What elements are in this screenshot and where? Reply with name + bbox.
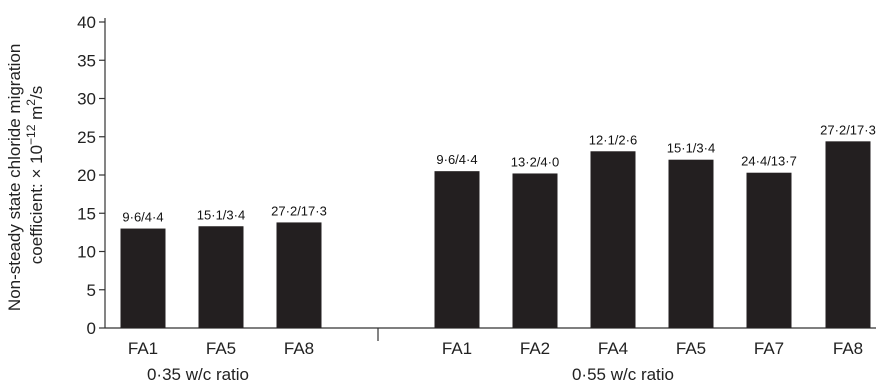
plot-area: 0 5 10 15 20 25 30 35 40 9·6/4·4 FA1 15·1/3·4 FA5 27·…	[77, 13, 876, 384]
y-tick-label: 30	[77, 90, 96, 109]
y-tick-label: 25	[77, 128, 96, 147]
y-axis-label-line1: Non-steady state chloride migration	[5, 44, 24, 311]
x-category-label: FA8	[833, 339, 863, 358]
bar	[276, 222, 322, 328]
y-tick-label: 15	[77, 204, 96, 223]
bar	[825, 141, 871, 328]
x-category-label: FA8	[284, 339, 314, 358]
y-tick-label: 40	[77, 13, 96, 32]
bar	[434, 171, 480, 328]
y-axis-label-line2-prefix: coefficient: × 10	[27, 145, 46, 264]
y-axis-label-unit: m	[27, 106, 46, 125]
bar-data-label: 27·2/17·3	[271, 203, 327, 218]
x-category-label: FA1	[442, 339, 472, 358]
x-category-label: FA1	[128, 339, 158, 358]
bar-data-label: 15·1/3·4	[197, 207, 245, 222]
bar	[512, 173, 558, 328]
bar	[668, 159, 714, 328]
bar-data-label: 9·6/4·4	[436, 152, 477, 167]
bar-data-label: 13·2/4·0	[511, 154, 559, 169]
y-axis-label-exp: −12	[24, 124, 38, 145]
bar	[198, 226, 244, 328]
bar-data-label: 9·6/4·4	[122, 210, 163, 225]
bar	[746, 172, 792, 328]
x-group-label: 0·55 w/c ratio	[572, 365, 674, 384]
bar-data-label: 27·2/17·3	[820, 122, 876, 137]
y-tick-label: 5	[87, 281, 96, 300]
x-category-label: FA5	[206, 339, 236, 358]
y-tick-label: 0	[87, 319, 96, 338]
bar-data-label: 24·4/13·7	[741, 154, 797, 169]
x-category-label: FA2	[520, 339, 550, 358]
y-axis-label: Non-steady state chloride migration coef…	[5, 39, 46, 311]
bar	[120, 228, 166, 328]
bar-data-label: 12·1/2·6	[589, 132, 637, 147]
x-group-label: 0·35 w/c ratio	[147, 365, 249, 384]
y-axis-label-exp2: 2	[24, 99, 38, 106]
bar	[590, 151, 636, 328]
y-tick-label: 35	[77, 51, 96, 70]
y-tick-label: 20	[77, 166, 96, 185]
y-axis-label-suffix: /s	[27, 86, 46, 99]
x-category-label: FA7	[754, 339, 784, 358]
bar-data-label: 15·1/3·4	[667, 141, 715, 156]
x-category-label: FA5	[676, 339, 706, 358]
x-category-label: FA4	[598, 339, 628, 358]
y-tick-label: 10	[77, 243, 96, 262]
